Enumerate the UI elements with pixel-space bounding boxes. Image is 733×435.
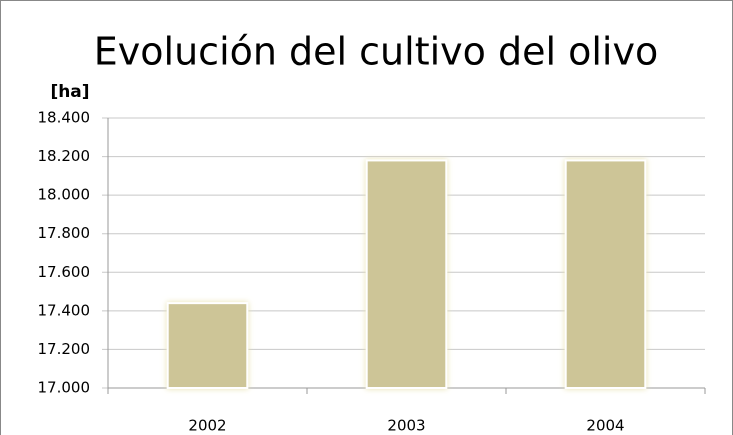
y-tick-label: 17.600 [38, 263, 91, 281]
y-tick-label: 18.400 [38, 109, 91, 127]
x-tick-label: 2003 [387, 417, 425, 435]
y-tick-label: 17.200 [38, 340, 91, 358]
bar [365, 159, 448, 389]
x-tick-label: 2002 [188, 417, 226, 435]
x-tick-label: 2004 [586, 417, 624, 435]
bar [564, 159, 647, 389]
chart-title: Evolución del cultivo del olivo [94, 30, 658, 74]
y-tick-label: 17.000 [38, 379, 91, 397]
y-axis-label: [ha] [50, 82, 89, 102]
y-tick-label: 18.200 [38, 147, 91, 165]
y-tick-label: 17.400 [38, 301, 91, 319]
y-tick-label: 17.800 [38, 224, 91, 242]
bar [166, 302, 249, 389]
y-tick-label: 18.000 [38, 186, 91, 204]
